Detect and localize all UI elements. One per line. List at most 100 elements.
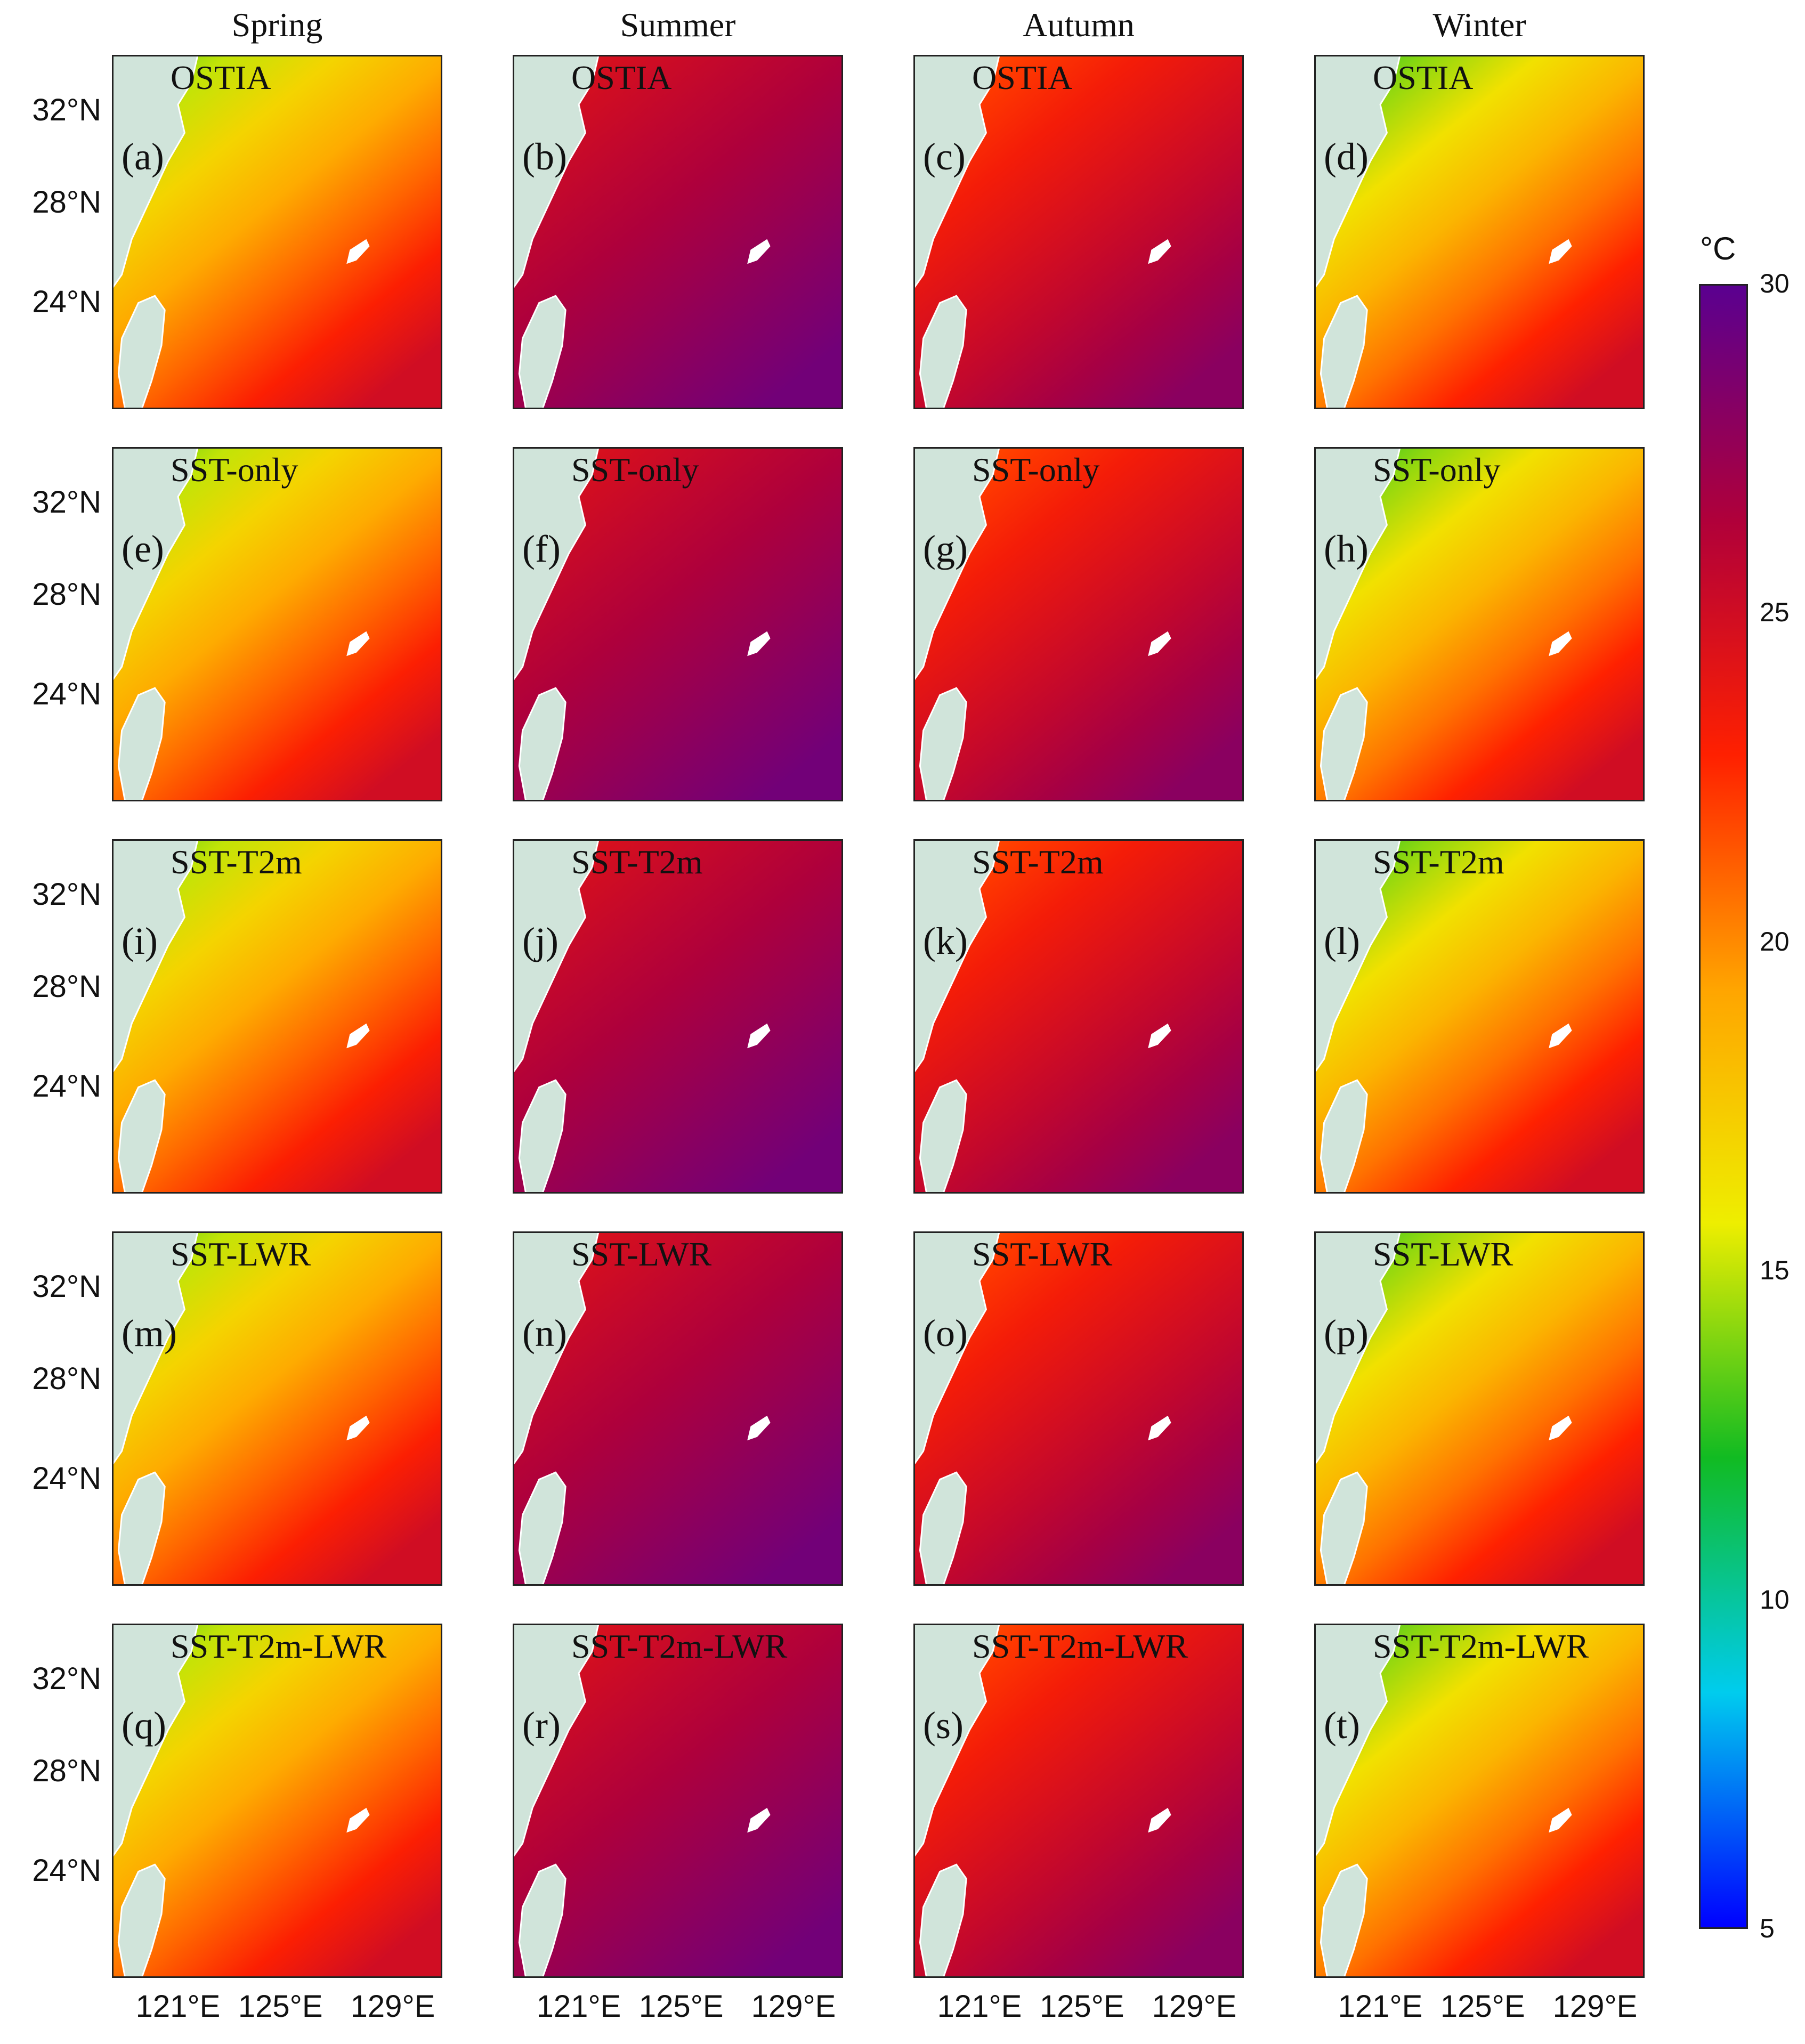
dataset-label: SST-only — [571, 451, 699, 489]
dataset-label: SST-only — [171, 451, 298, 489]
column-title-spring: Spring — [231, 6, 323, 44]
panel-letter: (s) — [923, 1704, 964, 1747]
sst-field — [913, 839, 1244, 1194]
china-coast-land — [112, 1624, 199, 1859]
sst-field — [112, 55, 442, 409]
dataset-label: SST-LWR — [171, 1235, 311, 1273]
panel-letter: (q) — [122, 1704, 166, 1747]
china-coast-land — [112, 1231, 199, 1467]
latitude-label: 24°N — [32, 1068, 101, 1104]
china-coast-land — [1314, 1231, 1401, 1467]
longitude-label: 125°E — [1440, 1989, 1525, 2024]
map-panel-sst-only-autumn: SST-only (g) — [913, 447, 1244, 801]
colorbar-tick-label: 15 — [1760, 1255, 1790, 1286]
map-panel-sst-t2m-lwr-autumn: SST-T2m-LWR (s) — [913, 1624, 1244, 1978]
longitude-label: 129°E — [1552, 1989, 1638, 2024]
map-panel-sst-t2m-autumn: SST-T2m (k) — [913, 839, 1244, 1194]
map-panel-sst-t2m-winter: SST-T2m (l) — [1314, 839, 1645, 1194]
colorbar-tick-label: 10 — [1760, 1584, 1790, 1615]
taiwan-land — [117, 1863, 166, 1978]
dataset-label: SST-T2m — [571, 843, 703, 881]
panel-letter: (t) — [1324, 1704, 1360, 1747]
ryukyu-islands — [747, 631, 771, 656]
longitude-label: 129°E — [1152, 1989, 1237, 2024]
ryukyu-islands — [1549, 631, 1572, 656]
china-coast-land — [1314, 55, 1401, 290]
panel-letter: (p) — [1324, 1312, 1369, 1354]
ryukyu-islands — [747, 1807, 771, 1833]
longitude-label: 121°E — [1338, 1989, 1423, 2024]
panel-letter: (i) — [122, 920, 158, 962]
panel-letter: (g) — [923, 528, 968, 570]
panel-letter: (c) — [923, 135, 966, 178]
china-coast-land — [513, 55, 600, 290]
ryukyu-islands — [1148, 631, 1171, 656]
china-coast-land — [1314, 447, 1401, 683]
latitude-label: 28°N — [32, 1754, 101, 1789]
sst-field — [112, 1624, 442, 1978]
taiwan-land — [919, 295, 967, 409]
longitude-label: 121°E — [937, 1989, 1022, 2024]
china-coast-land — [513, 447, 600, 683]
map-panel-sst-lwr-summer: SST-LWR (n) — [513, 1231, 843, 1586]
taiwan-land — [117, 295, 166, 409]
panel-letter: (b) — [522, 135, 567, 178]
panel-letter: (e) — [122, 528, 164, 570]
colorbar-tick-label: 5 — [1760, 1913, 1775, 1943]
column-title-autumn: Autumn — [1023, 6, 1135, 44]
longitude-label: 121°E — [135, 1989, 221, 2024]
panel-letter: (d) — [1324, 135, 1369, 178]
ryukyu-islands — [1549, 1415, 1572, 1441]
sst-field — [913, 1231, 1244, 1586]
colorbar-tick-label: 30 — [1760, 269, 1790, 298]
ryukyu-islands — [346, 239, 370, 264]
ryukyu-islands — [346, 1023, 370, 1049]
dataset-label: SST-T2m-LWR — [571, 1627, 788, 1665]
ryukyu-islands — [747, 239, 771, 264]
taiwan-land — [518, 1863, 566, 1978]
panel-letter: (r) — [522, 1704, 561, 1747]
taiwan-land — [919, 1863, 967, 1978]
map-panel-ostia-summer: OSTIA (b) — [513, 55, 843, 409]
latitude-label: 24°N — [32, 676, 101, 711]
sst-field — [513, 1231, 843, 1586]
longitude-label: 125°E — [638, 1989, 724, 2024]
panel-letter: (n) — [522, 1312, 567, 1354]
longitude-label: 129°E — [751, 1989, 836, 2024]
column-title-summer: Summer — [620, 6, 736, 44]
taiwan-land — [919, 687, 967, 801]
colorbar — [1699, 284, 1748, 1929]
panel-letter: (k) — [923, 920, 968, 962]
dataset-label: SST-LWR — [571, 1235, 712, 1273]
dataset-label: SST-only — [972, 451, 1100, 489]
panel-letter: (l) — [1324, 920, 1360, 962]
sst-field — [513, 447, 843, 801]
latitude-label: 32°N — [32, 485, 101, 520]
sst-field — [513, 839, 843, 1194]
latitude-label: 28°N — [32, 185, 101, 220]
taiwan-land — [919, 1471, 967, 1586]
map-panel-sst-lwr-autumn: SST-LWR (o) — [913, 1231, 1244, 1586]
map-panel-ostia-winter: OSTIA (d) — [1314, 55, 1645, 409]
taiwan-land — [1320, 1863, 1368, 1978]
map-panel-sst-only-summer: SST-only (f) — [513, 447, 843, 801]
dataset-label: OSTIA — [571, 59, 672, 96]
latitude-label: 24°N — [32, 284, 101, 319]
taiwan-land — [117, 1471, 166, 1586]
map-panel-sst-t2m-spring: SST-T2m (i) — [112, 839, 442, 1194]
latitude-label: 32°N — [32, 93, 101, 128]
china-coast-land — [112, 55, 199, 290]
ryukyu-islands — [747, 1023, 771, 1049]
panel-letter: (o) — [923, 1312, 968, 1354]
sst-field — [112, 839, 442, 1194]
ryukyu-islands — [1148, 1807, 1171, 1833]
ryukyu-islands — [346, 1807, 370, 1833]
china-coast-land — [112, 839, 199, 1075]
dataset-label: SST-T2m-LWR — [1373, 1627, 1589, 1665]
map-panel-sst-t2m-lwr-spring: SST-T2m-LWR (q) — [112, 1624, 442, 1978]
map-panel-sst-t2m-lwr-winter: SST-T2m-LWR (t) — [1314, 1624, 1645, 1978]
china-coast-land — [513, 1624, 600, 1859]
taiwan-land — [518, 687, 566, 801]
longitude-label: 121°E — [536, 1989, 621, 2024]
panel-letter: (a) — [122, 135, 164, 178]
